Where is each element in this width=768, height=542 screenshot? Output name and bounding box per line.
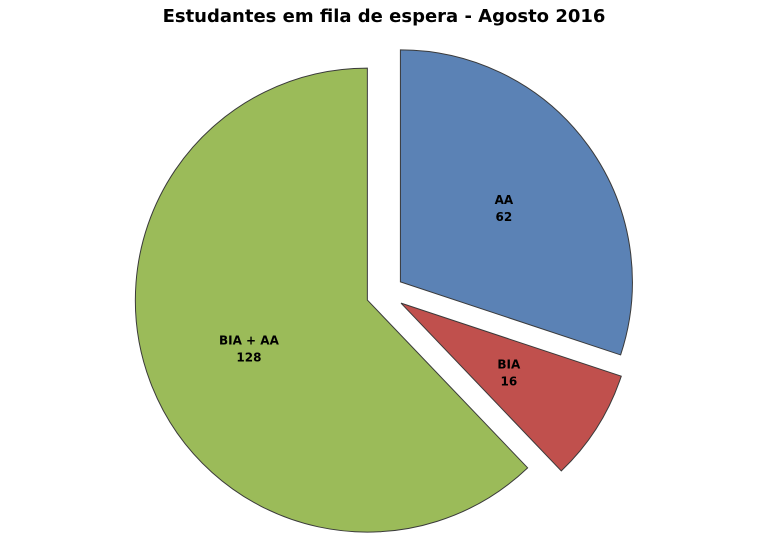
slice-category-label: BIA + AA — [219, 334, 280, 348]
slice-category-label: BIA — [497, 357, 521, 371]
chart-title: Estudantes em fila de espera - Agosto 20… — [162, 6, 606, 27]
slice-category-label: AA — [495, 193, 514, 207]
pie-slice-bia — [400, 302, 622, 472]
pie-slice-bia-aa — [134, 67, 529, 533]
slice-value-label: 16 — [501, 374, 518, 388]
slice-value-label: 128 — [236, 351, 261, 365]
slice-value-label: 62 — [496, 210, 513, 224]
pie-slice-aa — [399, 49, 633, 356]
